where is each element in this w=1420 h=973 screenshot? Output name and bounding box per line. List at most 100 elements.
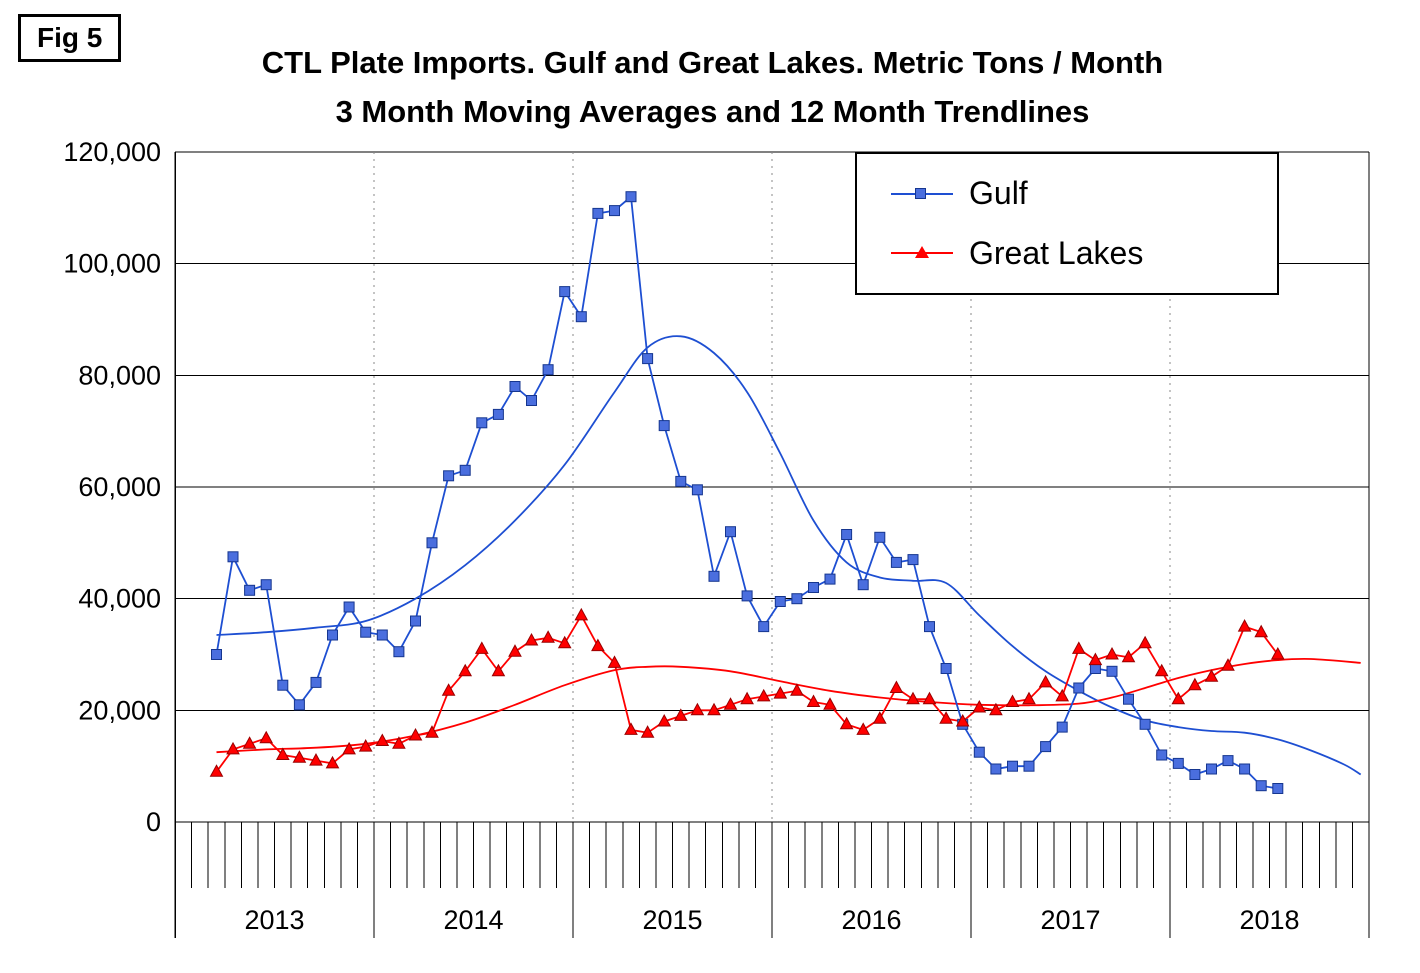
great-lakes-marker bbox=[1121, 649, 1136, 663]
gulf-marker bbox=[1106, 665, 1118, 677]
gulf-marker bbox=[890, 556, 902, 568]
gulf-marker bbox=[1156, 749, 1168, 761]
gulf-marker bbox=[841, 529, 853, 540]
gulf-marker bbox=[808, 582, 819, 593]
gulf-marker bbox=[1123, 693, 1134, 705]
great-lakes-marker bbox=[624, 722, 638, 735]
gulf-legend-square-icon bbox=[915, 187, 926, 199]
great-lakes-legend-triangle-icon bbox=[915, 246, 929, 259]
gulf-marker bbox=[343, 601, 355, 613]
gulf-marker bbox=[244, 584, 256, 596]
gulf-marker bbox=[1073, 682, 1085, 694]
great-lakes-marker bbox=[557, 635, 572, 649]
gulf-marker bbox=[360, 626, 372, 638]
great-lakes-marker bbox=[1204, 669, 1219, 682]
y-axis-label: 120,000 bbox=[63, 137, 161, 167]
great-lakes-marker bbox=[889, 680, 904, 693]
y-axis-label: 60,000 bbox=[78, 472, 161, 502]
great-lakes-marker bbox=[425, 725, 439, 738]
gulf-marker bbox=[1040, 741, 1052, 753]
great-lakes-marker bbox=[1071, 641, 1086, 654]
gulf-marker bbox=[227, 551, 239, 563]
great-lakes-marker bbox=[856, 722, 871, 735]
gulf-marker bbox=[1189, 769, 1201, 780]
gulf-marker bbox=[741, 590, 753, 602]
great-lakes-marker bbox=[1088, 652, 1103, 666]
gulf-marker bbox=[658, 420, 670, 432]
great-lakes-marker bbox=[806, 694, 821, 707]
great-lakes-marker bbox=[1270, 646, 1285, 660]
great-lakes-marker bbox=[640, 725, 655, 738]
gulf-marker bbox=[1172, 757, 1184, 769]
great-lakes-marker bbox=[657, 713, 672, 727]
great-lakes-marker bbox=[823, 697, 837, 710]
gulf-marker bbox=[758, 621, 770, 633]
gulf-marker bbox=[774, 596, 786, 607]
gulf-series-marker-icon bbox=[891, 186, 953, 202]
great-lakes-marker bbox=[242, 736, 257, 749]
gulf-marker bbox=[376, 629, 388, 641]
gulf-trendline bbox=[216, 335, 1362, 776]
great-lakes-marker bbox=[989, 702, 1003, 716]
great-lakes-marker bbox=[922, 691, 937, 705]
gulf-marker bbox=[492, 408, 504, 420]
legend-label-gulf: Gulf bbox=[969, 175, 1028, 212]
gulf-marker bbox=[459, 464, 471, 476]
great-lakes-marker bbox=[723, 697, 738, 710]
gulf-marker bbox=[1222, 755, 1234, 767]
great-lakes-marker bbox=[955, 713, 970, 727]
great-lakes-marker bbox=[375, 733, 390, 746]
great-lakes-marker bbox=[1254, 624, 1269, 638]
gulf-marker bbox=[924, 621, 935, 633]
legend-item-great-lakes: Great Lakes bbox=[891, 235, 1277, 272]
great-lakes-marker bbox=[458, 663, 473, 677]
great-lakes-marker bbox=[358, 739, 373, 752]
great-lakes-marker bbox=[773, 686, 788, 699]
gulf-marker bbox=[874, 531, 886, 543]
gulf-marker bbox=[1272, 783, 1284, 794]
great-lakes-marker bbox=[342, 741, 356, 755]
y-axis-label: 0 bbox=[146, 807, 161, 837]
great-lakes-marker bbox=[673, 708, 688, 721]
great-lakes-marker bbox=[839, 716, 854, 730]
gulf-marker bbox=[691, 484, 703, 496]
y-axis-label: 40,000 bbox=[78, 584, 161, 614]
great-lakes-trendline bbox=[216, 657, 1361, 754]
gulf-marker bbox=[277, 679, 289, 691]
great-lakes-marker bbox=[209, 764, 224, 777]
chart-legend: Gulf Great Lakes bbox=[855, 152, 1279, 295]
great-lakes-marker bbox=[790, 683, 804, 696]
gulf-marker bbox=[990, 763, 1002, 775]
great-lakes-marker bbox=[1138, 635, 1152, 649]
gulf-marker bbox=[293, 699, 305, 711]
great-lakes-marker bbox=[325, 755, 340, 769]
gulf-marker bbox=[410, 615, 421, 627]
gulf-marker bbox=[509, 381, 521, 392]
great-lakes-marker bbox=[541, 630, 555, 643]
great-lakes-marker bbox=[972, 699, 987, 713]
great-lakes-marker bbox=[292, 750, 307, 763]
great-lakes-marker bbox=[756, 688, 771, 702]
gulf-marker bbox=[476, 417, 488, 429]
gulf-marker bbox=[526, 395, 537, 406]
gulf-marker bbox=[327, 629, 338, 641]
gulf-marker bbox=[973, 746, 985, 758]
great-lakes-marker bbox=[226, 741, 240, 755]
great-lakes-marker bbox=[690, 702, 705, 716]
chart-title-line1: CTL Plate Imports. Gulf and Great Lakes.… bbox=[261, 45, 1164, 80]
gulf-marker bbox=[443, 470, 455, 482]
great-lakes-marker bbox=[1005, 694, 1020, 707]
great-lakes-marker bbox=[591, 638, 605, 652]
gulf-marker bbox=[393, 646, 405, 658]
great-lakes-marker bbox=[309, 753, 323, 766]
great-lakes-marker bbox=[574, 607, 589, 621]
gulf-marker bbox=[609, 205, 620, 217]
gulf-marker bbox=[559, 286, 571, 298]
great-lakes-marker bbox=[1055, 688, 1070, 702]
great-lakes-marker bbox=[740, 691, 754, 705]
y-axis-label: 20,000 bbox=[78, 695, 161, 725]
great-lakes-marker bbox=[1221, 658, 1235, 671]
great-lakes-marker bbox=[939, 711, 953, 724]
great-lakes-marker bbox=[1022, 691, 1036, 705]
